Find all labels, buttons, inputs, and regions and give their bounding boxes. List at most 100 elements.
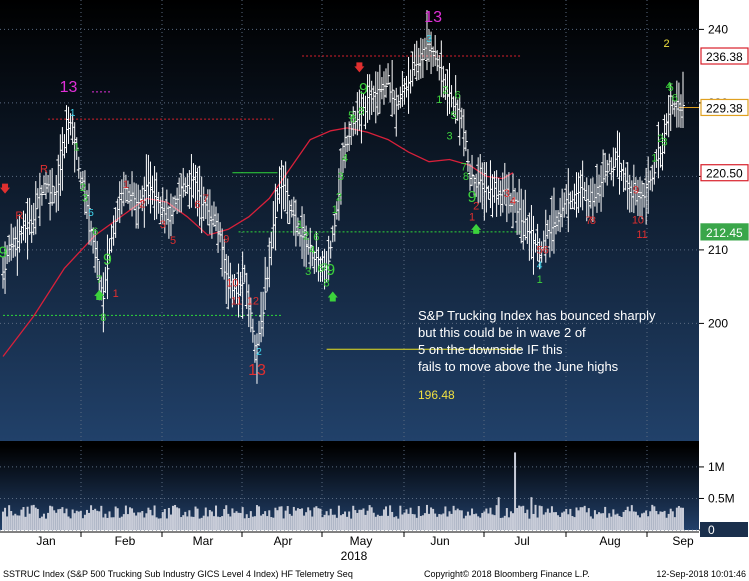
ohlc-bar-49 — [101, 272, 106, 333]
count-label-13: 8 — [100, 312, 106, 324]
price-tag-label-1: 229.38 — [706, 101, 743, 115]
count-label-12: 1 — [113, 288, 119, 300]
volume-bar-91 — [188, 510, 191, 530]
volume-bar-194 — [399, 505, 402, 530]
count-label-48: 5 — [451, 110, 457, 122]
volume-bar-41 — [85, 509, 88, 530]
volume-bar-135 — [278, 506, 281, 530]
volume-bar-325 — [667, 513, 670, 530]
x-tick-jul: Jul — [514, 534, 529, 548]
volume-bar-270 — [555, 512, 558, 530]
volume-bar-235 — [483, 511, 486, 530]
volume-bar-18 — [38, 518, 41, 530]
count-label-47: 6 — [455, 89, 461, 101]
volume-bar-268 — [550, 506, 553, 530]
price-tick-200: 200 — [708, 316, 728, 330]
volume-bar-186 — [382, 509, 385, 530]
volume-bar-55 — [114, 506, 117, 530]
count-label-3: 13 — [60, 79, 78, 96]
volume-bar-185 — [380, 515, 383, 530]
volume-bar-130 — [268, 510, 271, 530]
volume-bar-221 — [454, 510, 457, 530]
volume-bar-211 — [434, 513, 437, 530]
volume-bar-125 — [258, 506, 261, 530]
volume-bar-21 — [45, 518, 48, 530]
volume-bar-101 — [208, 510, 211, 530]
volume-bar-311 — [638, 517, 641, 530]
ohlc-bar-124 — [254, 333, 259, 384]
volume-bar-308 — [632, 511, 635, 530]
volume-bar-43 — [90, 505, 93, 530]
volume-bar-275 — [565, 508, 568, 530]
volume-bar-139 — [286, 506, 289, 530]
moving-average — [2, 127, 514, 357]
volume-bar-98 — [202, 515, 205, 530]
volume-bar-314 — [645, 510, 648, 530]
volume-bar-302 — [620, 516, 623, 530]
volume-bar-184 — [378, 515, 381, 530]
volume-bar-245 — [503, 515, 506, 530]
price-tags: 236.38 229.38 220.50 212.45 — [700, 47, 749, 241]
x-tick-may: May — [350, 534, 373, 548]
volume-bar-322 — [661, 511, 664, 530]
count-label-57: 5 — [537, 245, 543, 257]
volume-bar-324 — [665, 517, 668, 530]
volume-bar-316 — [649, 511, 652, 530]
volume-bar-160 — [329, 508, 332, 530]
volume-bar-115 — [237, 512, 240, 530]
ohlc-bar-227 — [465, 149, 470, 172]
volume-bar-22 — [47, 512, 50, 530]
volume-bar-177 — [364, 514, 367, 530]
count-label-45: 1 — [436, 94, 442, 106]
volume-bar-310 — [636, 515, 639, 530]
volume-bar-329 — [675, 507, 678, 530]
volume-bar-134 — [276, 510, 279, 530]
volume-bar-178 — [366, 510, 369, 530]
volume-bar-254 — [522, 505, 525, 530]
annotation-text: S&P Trucking Index has bounced sharply b… — [418, 308, 659, 374]
volume-bar-249 — [512, 513, 514, 530]
volume-bar-102 — [210, 511, 213, 530]
volume-bar-305 — [626, 506, 629, 530]
footer-left: SSTRUC Index (S&P 500 Trucking Sub Indus… — [3, 569, 353, 579]
volume-bar-152 — [313, 507, 316, 530]
volume-bar-205 — [421, 515, 424, 530]
count-label-6: 2 — [80, 182, 86, 194]
ohlc-bar-121 — [248, 297, 253, 333]
x-tick-mar: Mar — [193, 534, 214, 548]
volume-bar-27 — [57, 509, 60, 530]
volume-bar-51 — [106, 517, 109, 530]
volume-bar-31 — [65, 508, 68, 530]
ohlc-bar-16 — [33, 181, 38, 235]
count-label-8: 5 — [88, 208, 94, 219]
ohlc-bar-122 — [250, 318, 255, 343]
volume-bar-81 — [167, 507, 170, 530]
volume-bar-257 — [528, 518, 531, 530]
volume-bar-57 — [118, 517, 121, 530]
volume-bar-193 — [397, 518, 400, 530]
volume-bar-176 — [362, 508, 365, 530]
volume-bar-53 — [110, 517, 113, 530]
volume-bar-223 — [458, 510, 461, 530]
count-label-31: 6 — [317, 263, 323, 275]
volume-bar-296 — [608, 513, 611, 530]
count-label-53: 2 — [473, 200, 479, 212]
moving-average-line — [2, 127, 514, 357]
price-tick-240: 240 — [708, 22, 728, 36]
volume-bar-220 — [452, 505, 455, 530]
volume-bar-119 — [245, 514, 248, 530]
volume-bar-9 — [20, 509, 23, 530]
volume-bar-323 — [663, 510, 666, 530]
signal-arrow-3 — [354, 62, 365, 73]
volume-bar-117 — [241, 507, 244, 530]
volume-bar-144 — [296, 508, 299, 530]
volume-bar-15 — [32, 504, 35, 530]
volume-bar-172 — [354, 510, 357, 530]
count-label-28: 6 — [313, 231, 319, 243]
count-label-24: 13 — [248, 362, 266, 379]
volume-bar-239 — [491, 514, 494, 530]
volume-bar-46 — [96, 510, 99, 530]
x-tick-jun: Jun — [430, 534, 449, 548]
count-label-2: R — [40, 164, 48, 176]
volume-bar-276 — [567, 514, 570, 530]
